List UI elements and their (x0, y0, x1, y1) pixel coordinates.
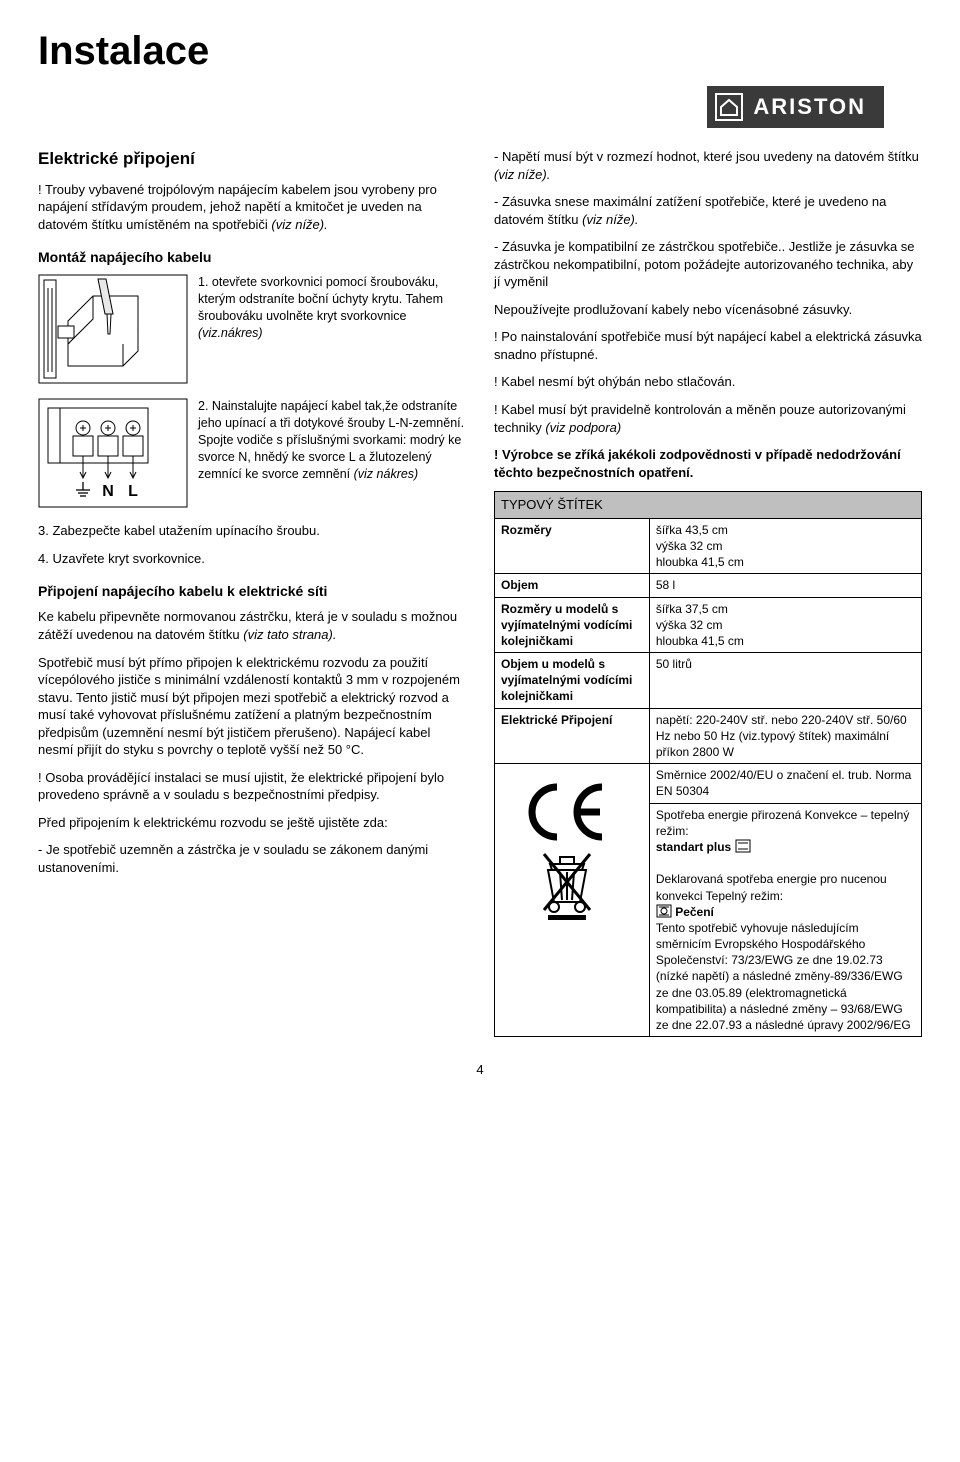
row-electrical-value: napětí: 220-240V stř. nebo 220-240V stř.… (649, 708, 921, 764)
svg-text:N: N (102, 483, 114, 500)
bullet-socket-load: - Zásuvka snese maximální zatížení spotř… (494, 193, 922, 228)
step-1-text: 1. otevřete svorkovnici pomocí šroubovák… (198, 274, 466, 342)
step-1: 1. otevřete svorkovnici pomocí šroubovák… (38, 274, 466, 384)
mains-para-5: - Je spotřebič uzemněn a zástrčka je v s… (38, 841, 466, 876)
left-column: Elektrické připojení ! Trouby vybavené t… (38, 148, 466, 1037)
mains-para-1: Ke kabelu připevněte normovanou zástrčku… (38, 608, 466, 643)
row-energy-value: Spotřeba energie přirozená Konvekce – te… (649, 803, 921, 1037)
bullet-accessible: ! Po nainstalování spotřebiče musí být n… (494, 328, 922, 363)
step-3-text: 3. Zabezpečte kabel utažením upínacího š… (38, 522, 466, 540)
mains-para-4: Před připojením k elektrickému rozvodu s… (38, 814, 466, 832)
bullet-voltage: - Napětí musí být v rozmezí hodnot, kter… (494, 148, 922, 183)
bullet-no-bend: ! Kabel nesmí být ohýbán nebo stlačován. (494, 373, 922, 391)
brand-text: ARISTON (753, 92, 866, 122)
step-4-text: 4. Uzavřete kryt svorkovnice. (38, 550, 466, 568)
terminal-wiring-illustration: N L (38, 398, 188, 508)
table-header: TYPOVÝ ŠTÍTEK (495, 492, 922, 519)
rating-plate-table: TYPOVÝ ŠTÍTEK Rozměry šířka 43,5 cm výšk… (494, 491, 922, 1037)
step-2: N L 2. Nainstalujte napájecí kabel tak,ž… (38, 398, 466, 508)
brand-logo: ARISTON (707, 86, 884, 128)
heading-mount-cable: Montáž napájecího kabelu (38, 248, 466, 267)
row-dim-rails-label: Rozměry u modelů s vyjímatelnými vodícím… (495, 597, 650, 653)
mode-icon-1 (735, 839, 751, 853)
heading-electrical: Elektrické připojení (38, 148, 466, 171)
step-2-text: 2. Nainstalujte napájecí kabel tak,že od… (198, 398, 466, 482)
heading-mains: Připojení napájecího kabelu k elektrické… (38, 582, 466, 601)
bullet-check-cable: ! Kabel musí být pravidelně kontrolován … (494, 401, 922, 436)
warning-cable-type: ! Trouby vybavené trojpólovým napájecím … (38, 181, 466, 234)
page-title: Instalace (38, 24, 922, 78)
row-volume-label: Objem (495, 574, 650, 597)
row-dim-rails-value: šířka 37,5 cm výška 32 cm hloubka 41,5 c… (649, 597, 921, 653)
bullet-socket-compat: - Zásuvka je kompatibilní ze zástrčkou s… (494, 238, 922, 291)
mode-icon-2 (656, 904, 672, 918)
row-dimensions-value: šířka 43,5 cm výška 32 cm hloubka 41,5 c… (649, 518, 921, 574)
bullet-no-extension: Nepoužívejte prodlužovaní kabely nebo ví… (494, 301, 922, 319)
terminal-box-illustration (38, 274, 188, 384)
mains-para-3: ! Osoba provádějící instalaci se musí uj… (38, 769, 466, 804)
row-directive-value: Směrnice 2002/40/EU o značení el. trub. … (649, 764, 921, 803)
row-vol-rails-label: Objem u modelů s vyjímatelnými vodícími … (495, 653, 650, 709)
svg-text:L: L (128, 483, 138, 500)
bullet-disclaimer: ! Výrobce se zříká jakékoli zodpovědnost… (494, 446, 922, 481)
row-electrical-label: Elektrické Připojení (495, 708, 650, 764)
mains-para-2: Spotřebič musí být přímo připojen k elek… (38, 654, 466, 759)
ce-weee-icon (495, 764, 650, 1037)
right-column: - Napětí musí být v rozmezí hodnot, kter… (494, 148, 922, 1037)
page-number: 4 (38, 1061, 922, 1079)
row-vol-rails-value: 50 litrů (649, 653, 921, 709)
house-icon (715, 93, 743, 121)
row-dimensions-label: Rozměry (495, 518, 650, 574)
row-volume-value: 58 l (649, 574, 921, 597)
